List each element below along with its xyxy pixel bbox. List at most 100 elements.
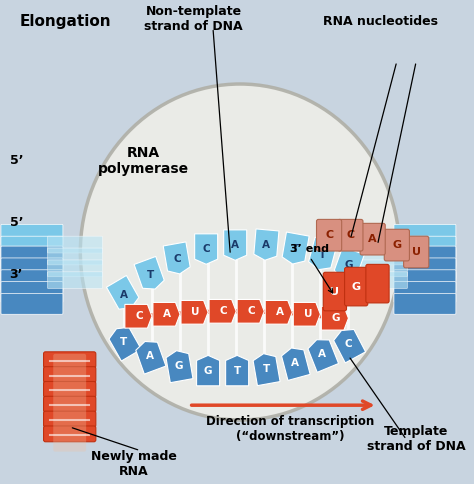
Text: G: G xyxy=(352,282,361,291)
Text: Newly made
RNA: Newly made RNA xyxy=(91,450,176,478)
Polygon shape xyxy=(181,301,208,324)
Text: 5’: 5’ xyxy=(9,153,23,166)
Text: C: C xyxy=(248,306,255,317)
Text: A: A xyxy=(319,349,326,359)
FancyBboxPatch shape xyxy=(394,293,456,314)
Text: U: U xyxy=(412,247,421,257)
Text: C: C xyxy=(325,230,333,240)
Text: C: C xyxy=(136,311,143,321)
Polygon shape xyxy=(254,229,279,260)
Polygon shape xyxy=(308,340,338,372)
Polygon shape xyxy=(282,348,310,380)
FancyBboxPatch shape xyxy=(44,352,96,368)
FancyBboxPatch shape xyxy=(394,236,456,257)
Polygon shape xyxy=(224,230,247,260)
FancyBboxPatch shape xyxy=(44,381,96,397)
Text: T: T xyxy=(234,365,241,376)
Text: T: T xyxy=(292,244,299,254)
Polygon shape xyxy=(293,302,320,326)
Polygon shape xyxy=(237,300,264,323)
FancyBboxPatch shape xyxy=(394,248,456,269)
Text: RNA
polymerase: RNA polymerase xyxy=(98,146,189,177)
FancyBboxPatch shape xyxy=(44,396,96,412)
Text: 3’ end: 3’ end xyxy=(291,244,329,254)
FancyBboxPatch shape xyxy=(352,236,408,253)
Polygon shape xyxy=(163,242,190,274)
Polygon shape xyxy=(125,304,152,328)
FancyBboxPatch shape xyxy=(44,367,96,382)
Text: Template
strand of DNA: Template strand of DNA xyxy=(367,425,465,453)
FancyBboxPatch shape xyxy=(1,246,63,267)
Polygon shape xyxy=(226,355,249,386)
FancyBboxPatch shape xyxy=(1,293,63,314)
FancyBboxPatch shape xyxy=(47,272,102,288)
Text: G: G xyxy=(175,361,183,371)
FancyBboxPatch shape xyxy=(1,282,63,302)
FancyBboxPatch shape xyxy=(1,236,63,257)
Text: 3’: 3’ xyxy=(9,268,23,281)
FancyBboxPatch shape xyxy=(47,236,102,253)
FancyBboxPatch shape xyxy=(352,272,408,288)
Polygon shape xyxy=(136,342,166,374)
FancyBboxPatch shape xyxy=(394,282,456,302)
FancyBboxPatch shape xyxy=(394,258,456,279)
FancyBboxPatch shape xyxy=(352,248,408,265)
Polygon shape xyxy=(309,237,337,270)
Ellipse shape xyxy=(80,84,400,420)
Polygon shape xyxy=(265,301,292,324)
FancyBboxPatch shape xyxy=(47,248,102,265)
FancyBboxPatch shape xyxy=(1,272,63,292)
Text: C: C xyxy=(173,254,181,264)
Polygon shape xyxy=(209,300,236,323)
Text: C: C xyxy=(202,244,210,254)
FancyBboxPatch shape xyxy=(360,223,385,255)
FancyBboxPatch shape xyxy=(44,426,96,442)
Text: 5’: 5’ xyxy=(9,216,23,229)
Text: G: G xyxy=(204,365,212,376)
FancyBboxPatch shape xyxy=(317,219,342,251)
Polygon shape xyxy=(107,275,139,309)
Text: T: T xyxy=(120,337,128,347)
Polygon shape xyxy=(334,330,365,363)
FancyBboxPatch shape xyxy=(1,225,63,245)
FancyBboxPatch shape xyxy=(1,270,63,290)
FancyBboxPatch shape xyxy=(44,411,96,427)
Text: Elongation: Elongation xyxy=(19,14,111,29)
FancyBboxPatch shape xyxy=(366,264,389,303)
Text: A: A xyxy=(262,240,270,250)
Polygon shape xyxy=(166,351,193,383)
Text: U: U xyxy=(330,287,339,297)
FancyBboxPatch shape xyxy=(404,236,429,268)
Text: A: A xyxy=(231,240,239,250)
Text: G: G xyxy=(332,313,340,323)
Text: U: U xyxy=(303,309,312,319)
FancyBboxPatch shape xyxy=(323,272,346,311)
Text: A: A xyxy=(291,358,299,368)
Polygon shape xyxy=(321,306,348,330)
Polygon shape xyxy=(109,327,141,361)
Polygon shape xyxy=(282,232,309,264)
Text: A: A xyxy=(146,351,154,361)
Text: A: A xyxy=(120,289,128,300)
Text: C: C xyxy=(346,230,355,240)
Polygon shape xyxy=(134,257,164,289)
FancyBboxPatch shape xyxy=(345,267,368,306)
Polygon shape xyxy=(334,246,365,279)
Polygon shape xyxy=(253,354,280,386)
Polygon shape xyxy=(195,234,218,264)
Text: U: U xyxy=(191,307,200,318)
Text: G: G xyxy=(392,240,401,250)
FancyBboxPatch shape xyxy=(1,248,63,269)
FancyBboxPatch shape xyxy=(384,229,410,261)
FancyBboxPatch shape xyxy=(394,260,456,281)
Text: C: C xyxy=(220,306,228,317)
Text: RNA nucleotides: RNA nucleotides xyxy=(323,15,438,28)
Text: T: T xyxy=(146,270,154,280)
FancyBboxPatch shape xyxy=(1,258,63,279)
FancyBboxPatch shape xyxy=(352,260,408,277)
FancyBboxPatch shape xyxy=(47,260,102,277)
Text: C: C xyxy=(345,339,352,349)
FancyBboxPatch shape xyxy=(394,270,456,290)
FancyBboxPatch shape xyxy=(53,354,86,452)
FancyBboxPatch shape xyxy=(394,225,456,245)
